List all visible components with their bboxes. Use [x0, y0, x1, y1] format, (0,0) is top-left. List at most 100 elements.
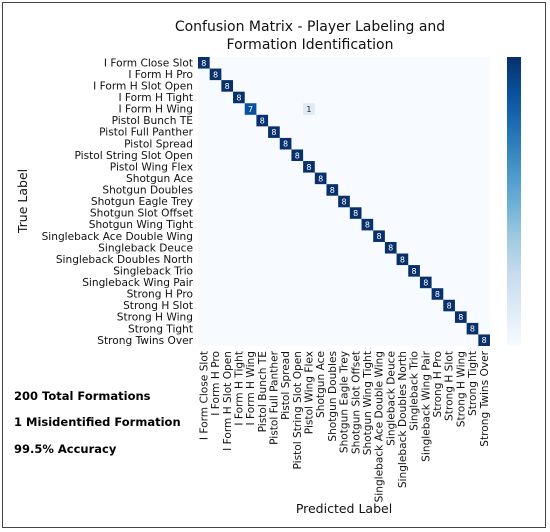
y-tick-label: I Form Close Slot — [104, 57, 193, 69]
cell-value-label: 8 — [365, 221, 370, 230]
x-tick-label: Shotgun Ace — [315, 351, 327, 418]
cell-value-label: 8 — [376, 232, 381, 241]
x-tick-labels: I Form Close Slot I Form H Pro I Form H Sl… — [198, 350, 490, 502]
heatmap-cell — [431, 288, 444, 300]
cell-value-label: 8 — [213, 70, 218, 79]
y-tick-label: Singleback Deuce — [98, 242, 193, 254]
cell-value-label: 7 — [248, 105, 253, 114]
heatmap-cell — [419, 276, 432, 289]
x-tick-label: Strong Tight — [467, 351, 479, 416]
heatmap-cell — [373, 230, 385, 242]
total-formations-stat: 200 Total Formations — [14, 389, 151, 403]
cell-value-label: 8 — [236, 93, 241, 102]
x-tick-label: I Form H Wing — [245, 351, 257, 426]
y-tick-label: Pistol String Slot Open — [74, 150, 193, 162]
x-tick-label: Shotgun Doubles — [327, 351, 339, 442]
cell-value-label: 8 — [201, 59, 206, 68]
heatmap-cell — [303, 161, 315, 173]
heatmap-cell — [291, 149, 304, 162]
x-axis-label: Predicted Label — [296, 501, 392, 516]
x-tick-label: Pistol Full Panther — [269, 350, 281, 445]
heatmap-cell — [268, 126, 280, 138]
heatmap-cell — [303, 103, 315, 115]
x-tick-label: Singleback Doubles North — [397, 351, 409, 488]
heatmap-cell — [466, 322, 479, 335]
heatmap-cell — [349, 207, 362, 219]
y-tick-label: Pistol Full Panther — [99, 127, 194, 139]
y-tick-label: Shotgun Slot Offset — [90, 208, 193, 220]
cell-value-label: 1 — [306, 105, 311, 114]
x-tick-label: Singleback Ace Double Wing — [374, 351, 386, 502]
chart-title-line-1: Confusion Matrix - Player Labeling and — [175, 19, 445, 35]
y-tick-label: I Form H Tight — [118, 92, 193, 104]
cell-value-label: 8 — [271, 128, 276, 137]
heatmap-cell — [384, 241, 397, 254]
y-tick-label: I Form H Slot Open — [93, 81, 193, 93]
y-tick-label: Pistol Bunch TE — [112, 115, 194, 127]
x-tick-label: I Form H Tight — [233, 351, 245, 426]
accuracy-stat: 99.5% Accuracy — [14, 442, 117, 456]
cell-value-label: 8 — [353, 209, 358, 218]
x-tick-label: Strong H Wing — [455, 351, 467, 427]
cell-value-label: 8 — [447, 302, 452, 311]
x-tick-label: Singleback Trio — [409, 351, 421, 431]
x-tick-label: Strong Twins Over — [479, 350, 491, 446]
heatmap-cell — [443, 299, 455, 312]
cell-value-label: 8 — [283, 140, 288, 149]
misidentified-stat: 1 Misidentified Formation — [14, 415, 181, 429]
heatmap-cell — [326, 184, 339, 196]
x-tick-label: Shotgun Wing Tight — [362, 351, 374, 455]
cell-value-label: 8 — [318, 174, 323, 183]
cell-value-label: 8 — [330, 186, 335, 195]
chart-title-line-2: Formation Identification — [227, 37, 394, 53]
y-tick-label: Strong Twins Over — [97, 335, 193, 347]
cell-value-label: 8 — [482, 336, 487, 345]
y-tick-label: Strong H Wing — [117, 312, 193, 324]
y-tick-label: Pistol Wing Flex — [110, 161, 193, 173]
x-tick-label: I Form H Slot Open — [222, 351, 234, 451]
y-tick-label: Strong H Slot — [123, 300, 193, 312]
heatmap-cell — [221, 80, 234, 92]
y-tick-label: I Form H Wing — [118, 104, 193, 116]
y-tick-label: Shotgun Wing Tight — [89, 219, 193, 231]
x-tick-label: Shotgun Slot Offset — [350, 351, 362, 454]
heatmap-cell — [198, 57, 210, 69]
cell-value-label: 8 — [388, 244, 393, 253]
cell-value-label: 8 — [400, 255, 405, 264]
x-tick-label: I Form H Pro — [210, 351, 222, 416]
cell-value-label: 8 — [412, 267, 417, 276]
x-tick-label: Pistol Bunch TE — [257, 351, 269, 433]
y-tick-label: Strong H Pro — [127, 289, 193, 301]
heatmap-cell — [209, 68, 222, 81]
y-tick-label: Singleback Doubles North — [56, 254, 193, 266]
heatmap-cell — [396, 253, 409, 266]
y-tick-label: Singleback Ace Double Wing — [42, 231, 193, 243]
x-tick-label: Pistol String Slot Open — [292, 351, 304, 470]
cell-value-label: 8 — [341, 198, 346, 207]
y-tick-label: Pistol Spread — [124, 138, 193, 150]
x-tick-label: Singleback Wing Pair — [420, 350, 432, 461]
heatmap-cell — [454, 311, 467, 323]
cell-value-label: 8 — [260, 117, 265, 126]
heatmap-cell — [361, 218, 374, 231]
x-tick-label: Pistol Wing Flex — [304, 351, 316, 434]
colorbar — [507, 57, 521, 346]
heatmap-cell — [233, 91, 245, 104]
y-tick-label: Singleback Trio — [113, 265, 193, 277]
cell-value-label: 8 — [225, 82, 230, 91]
y-tick-label: Shotgun Doubles — [102, 185, 193, 197]
heatmap-cell — [314, 172, 327, 185]
heatmap-cell — [408, 265, 420, 277]
heatmap-cell — [256, 114, 269, 127]
y-tick-label: Shotgun Ace — [126, 173, 193, 185]
x-tick-label: Shotgun Eagle Trey — [339, 351, 351, 453]
x-tick-label: Strong H Pro — [432, 351, 444, 417]
heatmap-cell — [338, 195, 350, 208]
y-tick-label: Strong Tight — [128, 323, 193, 335]
cell-value-label: 8 — [295, 151, 300, 160]
cell-value-label: 8 — [470, 325, 475, 334]
x-tick-label: Singleback Deuce — [385, 351, 397, 446]
